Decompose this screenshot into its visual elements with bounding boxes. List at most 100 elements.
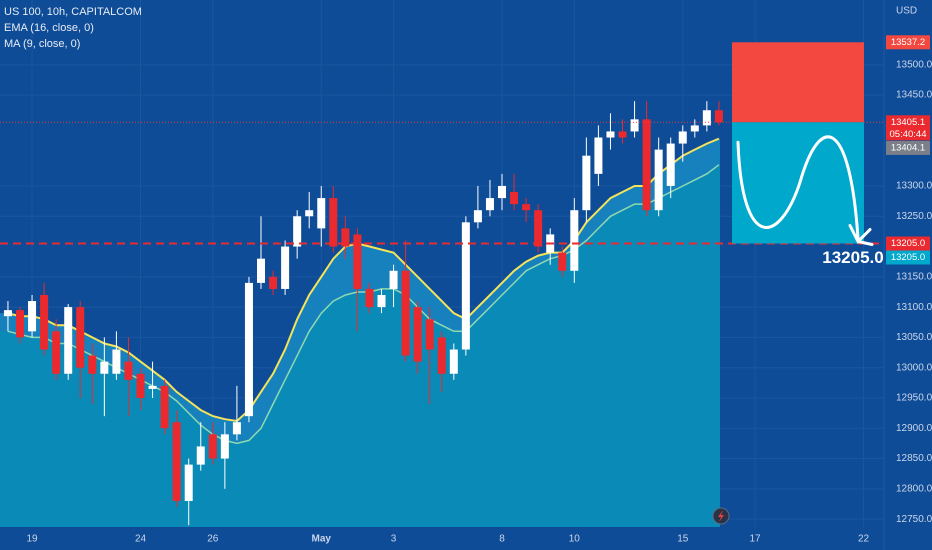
candle-body [208, 434, 217, 459]
price-tag [886, 115, 930, 130]
candle-body [64, 307, 73, 374]
candle-body [16, 310, 25, 338]
y-tick-label: 13300.0 [896, 181, 932, 192]
candle-body [714, 110, 723, 123]
candle-body [425, 319, 434, 350]
candle-body [558, 252, 567, 271]
indicator-label: EMA (16, close, 0) [4, 22, 94, 34]
candle-body [112, 349, 121, 374]
candle-body [606, 131, 615, 138]
candle-body [389, 270, 398, 289]
candle-body [642, 119, 651, 211]
candle-body [341, 228, 350, 247]
indicator-label: MA (9, close, 0) [4, 38, 80, 50]
y-tick-label: 12750.0 [896, 514, 932, 525]
icon-bolt [718, 510, 724, 522]
price-tag-label: 13537.2 [891, 37, 925, 48]
x-tick-label: 8 [499, 534, 505, 545]
candle-body [244, 282, 253, 417]
candles [3, 101, 723, 526]
y-tick-label: 12950.0 [896, 393, 932, 404]
candle-body [317, 198, 326, 229]
target-text: 13205.0 [822, 248, 883, 267]
x-tick-label: May [312, 534, 332, 545]
y-tick-label: 13500.0 [896, 59, 932, 70]
y-tick-label: 13000.0 [896, 362, 932, 373]
countdown-tag [886, 128, 930, 141]
candle-body [269, 276, 278, 289]
target-zone [732, 122, 864, 244]
candle-body [522, 204, 531, 211]
x-tick-label: 15 [677, 534, 689, 545]
candle-body [88, 355, 97, 374]
price-tag [886, 236, 930, 251]
y-tick-label: 13100.0 [896, 302, 932, 313]
candle-body [377, 294, 386, 308]
candle-body [690, 125, 699, 132]
price-tag-label: 13205.0 [891, 238, 925, 249]
candle-body [413, 307, 422, 362]
candle-body [401, 270, 410, 356]
candle-body [618, 131, 627, 138]
price-tag-label: 13405.1 [891, 117, 925, 128]
candle-body [28, 301, 37, 332]
candle-body [630, 119, 639, 132]
candle-body [184, 464, 193, 501]
y-tick-label: 12800.0 [896, 483, 932, 494]
candle-body [498, 185, 507, 199]
stop-zone [732, 42, 864, 123]
candle-body [76, 307, 85, 368]
x-tick-label: 24 [135, 534, 147, 545]
x-tick-label: 10 [569, 534, 581, 545]
replay-icon[interactable] [712, 507, 730, 525]
candle-body [40, 294, 49, 350]
candle-body [124, 361, 133, 380]
candle-body [281, 246, 290, 289]
candle-body [666, 143, 675, 186]
price-tag-label: 13205.0 [891, 252, 925, 263]
candle-body [678, 131, 687, 144]
x-tick-label: 3 [391, 534, 397, 545]
price-tag [886, 250, 930, 265]
candle-body [461, 222, 470, 350]
candle-body [582, 155, 591, 211]
x-tick-label: 19 [26, 534, 38, 545]
candle-body [534, 210, 543, 247]
candle-body [329, 198, 338, 247]
candle-body [3, 310, 12, 317]
candle-body [293, 216, 302, 247]
x-tick-label: 17 [750, 534, 762, 545]
candle-body [570, 210, 579, 271]
candle-body [702, 110, 711, 126]
candle-body [196, 446, 205, 465]
chart-title: US 100, 10h, CAPITALCOM [4, 6, 142, 18]
x-tick-label: 26 [207, 534, 219, 545]
candle-body [160, 385, 169, 429]
y-tick-label: 13050.0 [896, 332, 932, 343]
candle-body [136, 373, 145, 398]
y-tick-label: 13250.0 [896, 211, 932, 222]
candle-body [473, 210, 482, 223]
candle-body [172, 422, 181, 501]
projection-arrow [736, 135, 874, 247]
y-tick-label: 13450.0 [896, 90, 932, 101]
currency: USD [896, 6, 917, 17]
candle-body [52, 331, 61, 374]
y-tick-label: 12850.0 [896, 453, 932, 464]
candle-body [220, 434, 229, 459]
candle-body [100, 361, 109, 374]
candle-body [594, 137, 603, 174]
candle-body [148, 385, 157, 389]
price-tag [886, 35, 930, 50]
candle-body [449, 349, 458, 374]
candle-body [353, 234, 362, 289]
y-tick-label: 13150.0 [896, 271, 932, 282]
position-tool: 13205.0 [0, 42, 884, 267]
candle-body [305, 210, 314, 217]
x-tick-label: 22 [858, 534, 870, 545]
candle-body [485, 198, 494, 211]
candle-body [365, 288, 374, 308]
price-tag-label: 13404.1 [891, 142, 925, 153]
candle-body [654, 149, 663, 211]
